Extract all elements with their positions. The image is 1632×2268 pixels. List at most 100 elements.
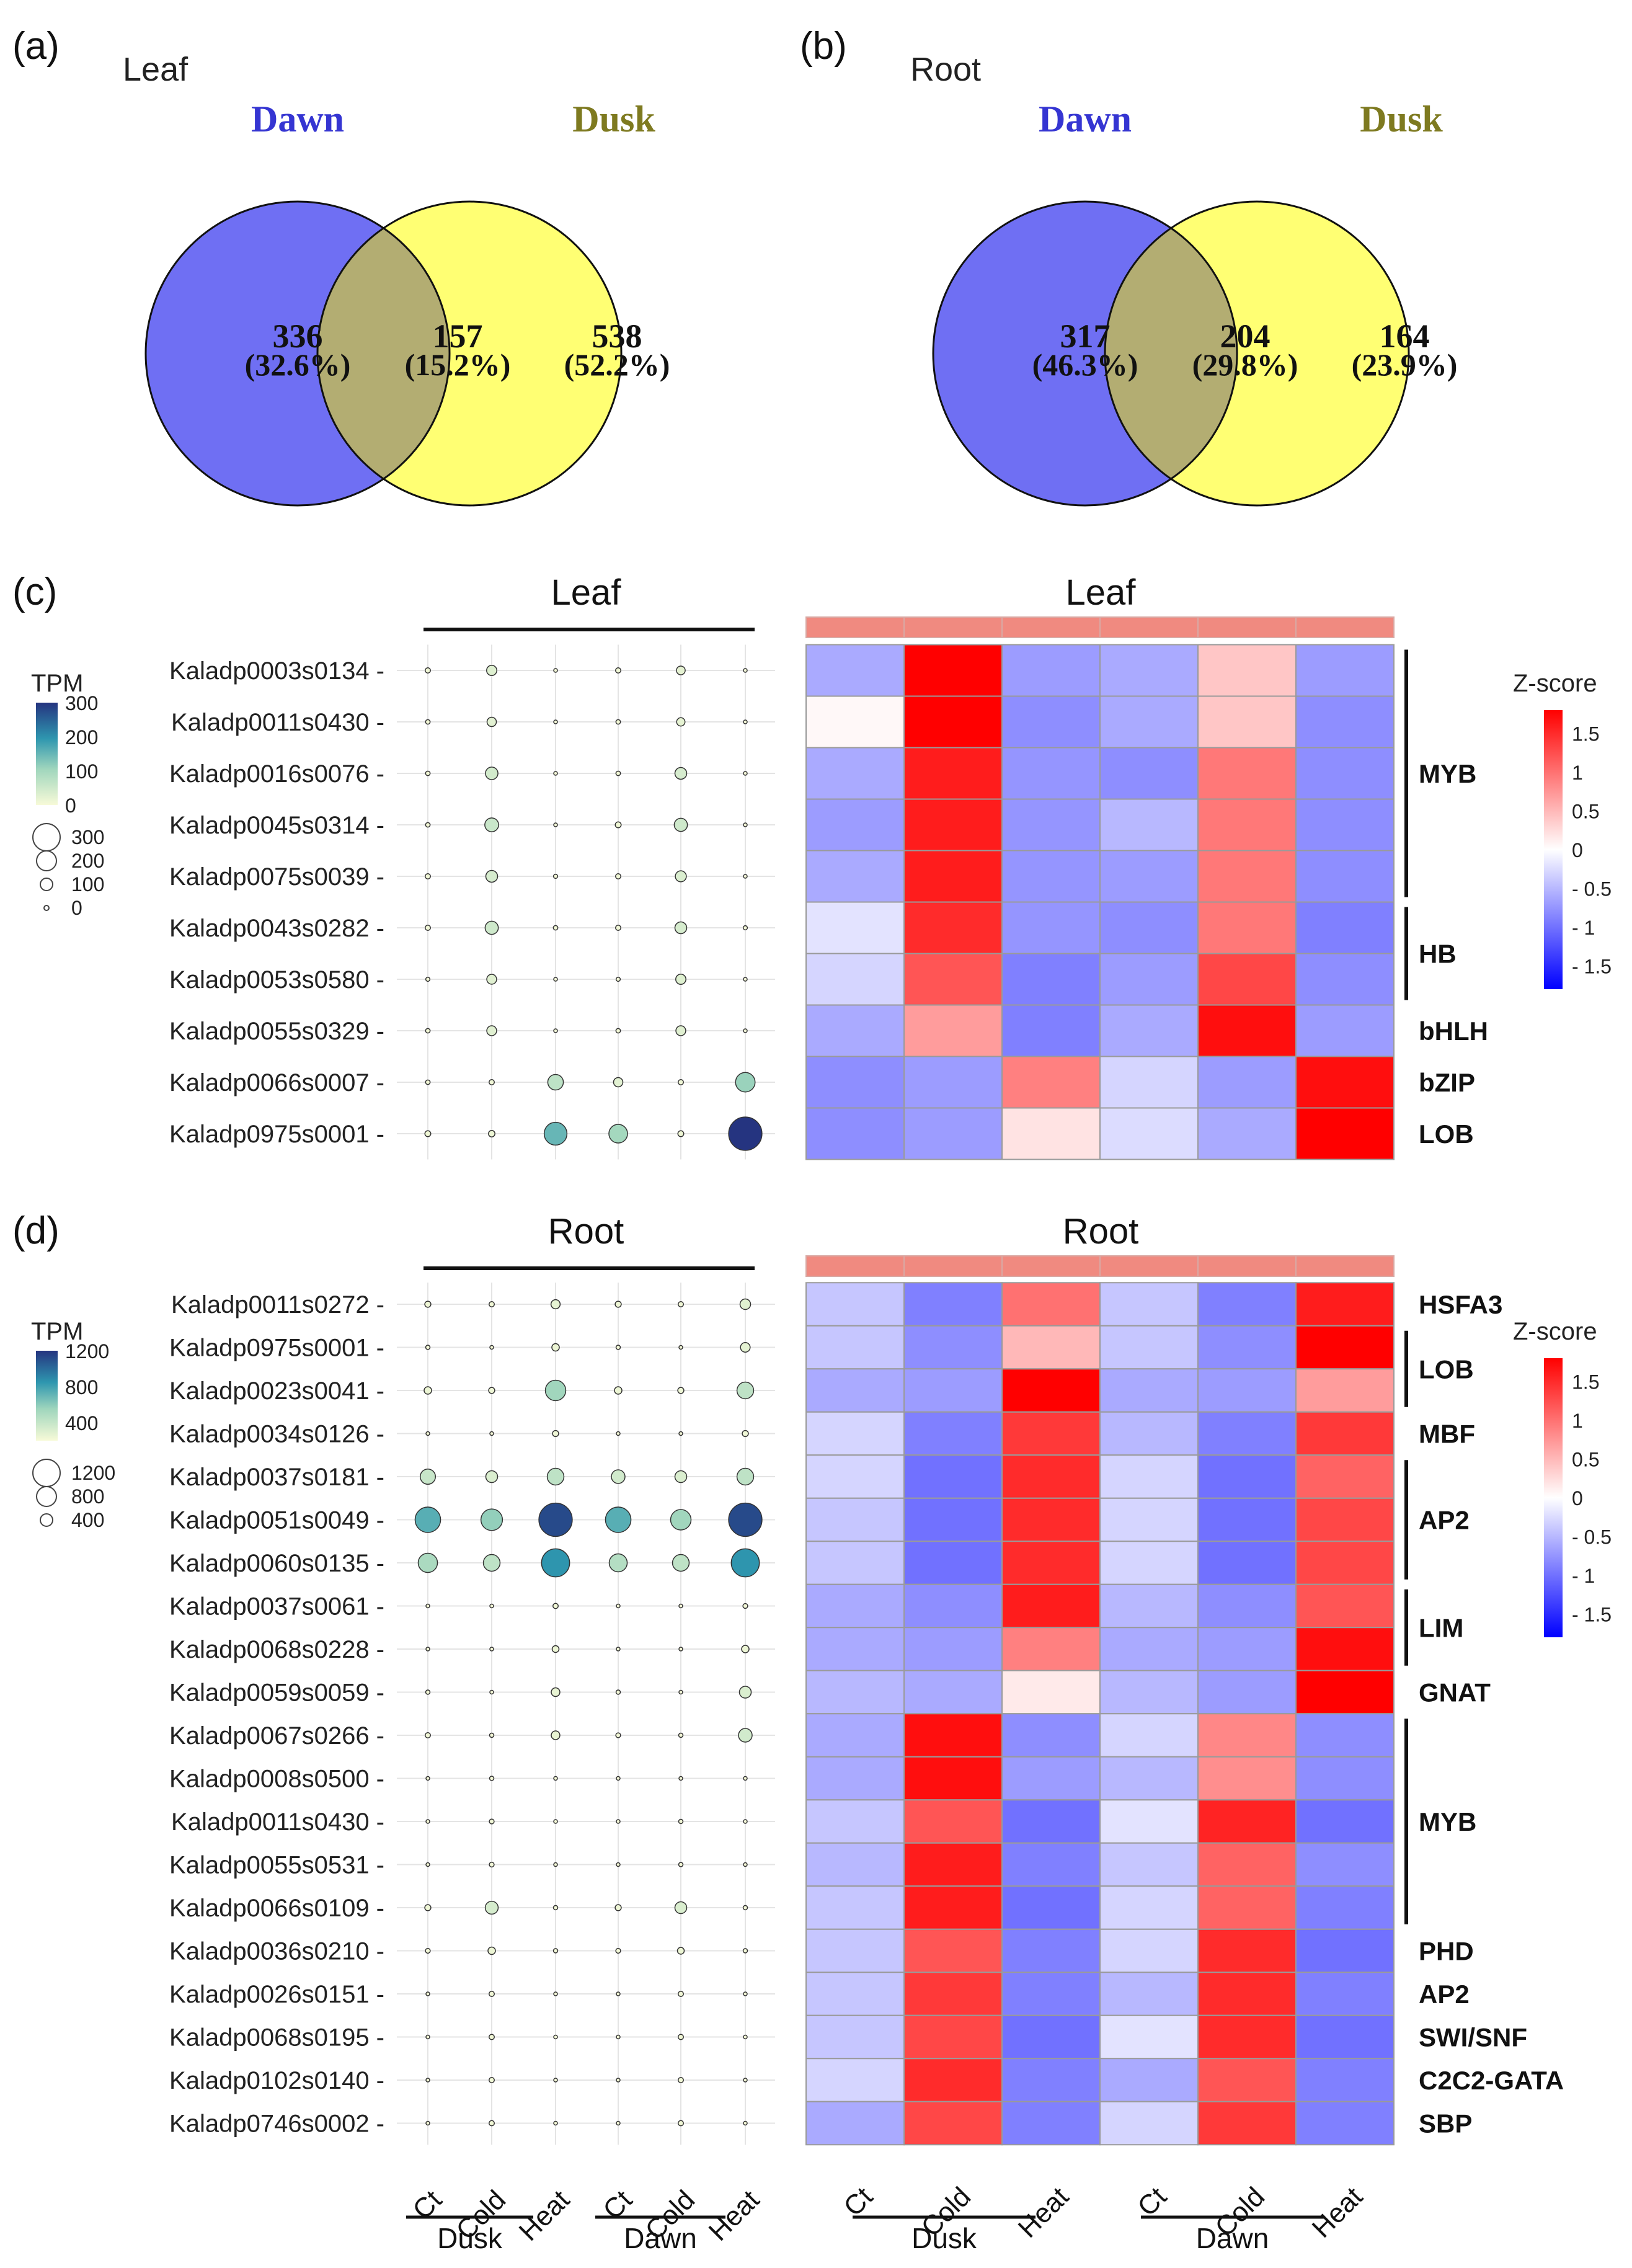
tpm-dot xyxy=(743,771,748,776)
tpm-dot xyxy=(488,1387,495,1394)
tpm-dot xyxy=(543,1121,568,1146)
heatmap-cell xyxy=(903,1325,1003,1370)
heatmap-cell xyxy=(1099,1713,1199,1758)
tpm-dot xyxy=(424,1904,432,1911)
heatmap-cell xyxy=(1295,1056,1395,1109)
tpm-dot xyxy=(425,719,431,725)
heatmap-cell xyxy=(1295,1670,1395,1715)
venn-leaf: (a) Leaf Dawn Dusk 336(32.6%) 157(15.2%) 538(5… xyxy=(12,25,670,507)
heatmap-cell xyxy=(1099,1885,1199,1930)
heatmap-cell xyxy=(1295,644,1395,697)
tpm-dot xyxy=(552,1603,559,1609)
group-label: Dawn xyxy=(624,2222,697,2254)
tpm-dot xyxy=(487,1946,496,1955)
tpm-dot xyxy=(742,1603,748,1609)
tpm-dot xyxy=(553,2120,558,2126)
tpm-size-key xyxy=(36,850,57,871)
zscore-tick: 0 xyxy=(1572,839,1583,861)
heatmap-cell xyxy=(1197,1282,1297,1327)
zscore-tick: 1 xyxy=(1572,762,1583,784)
tpm-dot xyxy=(425,873,431,879)
family-label: HB xyxy=(1419,940,1457,969)
tpm-dot xyxy=(678,1431,683,1436)
zscore-tick: 0.5 xyxy=(1572,1449,1599,1471)
heatmap-cell xyxy=(903,1972,1003,2016)
heatmap-cell xyxy=(1197,1670,1297,1715)
region-count: 204 xyxy=(1220,318,1271,355)
tpm-dot xyxy=(425,1431,430,1436)
family-label: LIM xyxy=(1419,1613,1463,1642)
tpm-colorbar xyxy=(36,703,58,805)
zscore-colorbar xyxy=(1544,710,1563,989)
heatmap-cell xyxy=(1099,2058,1199,2102)
tpm-dot xyxy=(485,767,499,780)
heatmap-column-label: Heat xyxy=(1013,2181,1075,2243)
tpm-dot xyxy=(544,1379,567,1402)
heatmap-cell xyxy=(903,1497,1003,1542)
tpm-dot xyxy=(417,1552,438,1573)
gene-label: Kaladp0975s0001 - xyxy=(169,1335,384,1362)
heatmap-cell xyxy=(1197,1325,1297,1370)
heatmap-cell xyxy=(1197,1627,1297,1671)
heatmap-cell xyxy=(903,850,1003,903)
heatmap-cell xyxy=(1099,1411,1199,1456)
tpm-dot xyxy=(673,817,688,832)
heatmap-cell xyxy=(903,1713,1003,1758)
heatmap-cell xyxy=(1001,1368,1101,1413)
heatmap-cell xyxy=(805,1368,905,1413)
tpm-dot xyxy=(553,1776,558,1781)
tpm-color-tick: 300 xyxy=(65,692,98,714)
gene-label: Kaladp0068s0195 - xyxy=(169,2024,384,2052)
dotplot-column-label: Ct xyxy=(597,2184,638,2225)
heatmap-title: Leaf xyxy=(1066,572,1137,613)
heatmap-cell xyxy=(1099,1541,1199,1585)
family-label: LOB xyxy=(1419,1119,1474,1149)
gene-label: Kaladp0102s0140 - xyxy=(169,2067,384,2094)
tpm-dot xyxy=(743,1819,748,1824)
heatmap-cell xyxy=(805,2058,905,2102)
region-percent: (23.9%) xyxy=(1352,347,1458,382)
heatmap-cell xyxy=(1295,1541,1395,1585)
heatmap-cell xyxy=(1197,1756,1297,1801)
column-annotation-cell xyxy=(1001,616,1101,638)
region-count: 317 xyxy=(1060,318,1111,355)
tpm-dot xyxy=(489,1861,495,1868)
heatmap-cell xyxy=(1001,1583,1101,1629)
heatmap-cell xyxy=(805,1497,905,1542)
tpm-dot xyxy=(676,1947,685,1955)
panel-label: (a) xyxy=(12,25,60,68)
tpm-size-tick: 400 xyxy=(71,1509,104,1531)
tpm-dot xyxy=(546,1467,565,1486)
tpm-dot xyxy=(489,1732,495,1738)
tpm-dot xyxy=(551,1730,561,1740)
tpm-dot xyxy=(742,925,748,931)
heatmap-cell xyxy=(1197,644,1297,697)
tpm-dot xyxy=(739,1298,752,1310)
tpm-dot xyxy=(551,1645,560,1653)
heatmap-cell xyxy=(903,1842,1003,1887)
heatmap-cell xyxy=(1099,798,1199,852)
tpm-dot xyxy=(743,874,748,879)
tpm-dot xyxy=(743,1862,748,1867)
tpm-dot xyxy=(616,1819,621,1824)
tpm-dot xyxy=(488,1301,495,1308)
tpm-dot xyxy=(615,1028,621,1034)
heatmap-cell xyxy=(903,1928,1003,1973)
tpm-dot xyxy=(488,1130,495,1137)
tpm-dot xyxy=(676,665,686,675)
gene-label: Kaladp0060s0135 - xyxy=(169,1550,384,1577)
tpm-dot xyxy=(615,1345,621,1350)
tpm-dot xyxy=(552,925,559,931)
gene-label: Kaladp0026s0151 - xyxy=(169,1981,384,2008)
tpm-dot xyxy=(743,977,748,982)
tpm-dot xyxy=(425,1862,430,1867)
heatmap-cell xyxy=(1001,1627,1101,1671)
column-annotation-cell xyxy=(805,616,905,638)
heatmap-cell xyxy=(805,1325,905,1370)
region-count: 336 xyxy=(273,318,323,355)
tpm-color-tick: 200 xyxy=(65,726,98,749)
heatmap-cell xyxy=(805,1713,905,1758)
tpm-legend-title: TPM xyxy=(31,670,83,697)
heatmap-cell xyxy=(1295,1583,1395,1629)
tpm-dot xyxy=(675,974,686,985)
